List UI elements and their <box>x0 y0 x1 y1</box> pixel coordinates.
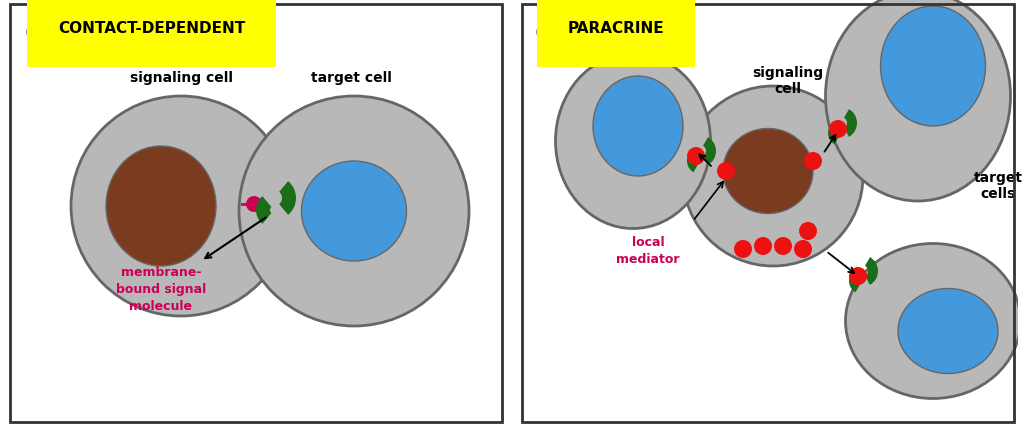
Circle shape <box>734 240 752 258</box>
Ellipse shape <box>593 76 683 176</box>
Wedge shape <box>865 257 878 285</box>
Circle shape <box>717 162 735 180</box>
Text: CONTACT-DEPENDENT: CONTACT-DEPENDENT <box>58 21 246 36</box>
Circle shape <box>774 237 792 255</box>
Text: signaling
cell: signaling cell <box>753 66 823 96</box>
Circle shape <box>799 222 817 240</box>
Circle shape <box>683 86 863 266</box>
Circle shape <box>687 147 705 165</box>
Ellipse shape <box>846 244 1021 398</box>
Circle shape <box>71 96 291 316</box>
Ellipse shape <box>881 6 985 126</box>
Ellipse shape <box>106 146 216 266</box>
Text: signaling cell: signaling cell <box>129 71 232 85</box>
Text: membrane-
bound signal
molecule: membrane- bound signal molecule <box>116 266 206 313</box>
Wedge shape <box>687 150 698 172</box>
Circle shape <box>804 152 822 170</box>
Ellipse shape <box>723 129 813 213</box>
Text: (A): (A) <box>24 24 54 42</box>
Wedge shape <box>844 109 857 137</box>
Wedge shape <box>828 122 840 144</box>
Circle shape <box>754 237 772 255</box>
Text: target cell: target cell <box>310 71 391 85</box>
Text: (B): (B) <box>534 24 564 42</box>
Text: PARACRINE: PARACRINE <box>568 21 665 36</box>
Circle shape <box>239 96 469 326</box>
Text: target
cells: target cells <box>974 171 1023 201</box>
Wedge shape <box>703 137 716 165</box>
Circle shape <box>829 120 847 138</box>
Ellipse shape <box>301 161 407 261</box>
Wedge shape <box>849 270 860 292</box>
Circle shape <box>794 240 812 258</box>
Circle shape <box>849 267 867 285</box>
Wedge shape <box>256 196 271 224</box>
Ellipse shape <box>555 54 711 228</box>
Ellipse shape <box>825 0 1011 201</box>
Ellipse shape <box>898 288 998 374</box>
Wedge shape <box>280 181 296 215</box>
Text: local
mediator: local mediator <box>616 236 680 266</box>
Circle shape <box>246 196 262 212</box>
